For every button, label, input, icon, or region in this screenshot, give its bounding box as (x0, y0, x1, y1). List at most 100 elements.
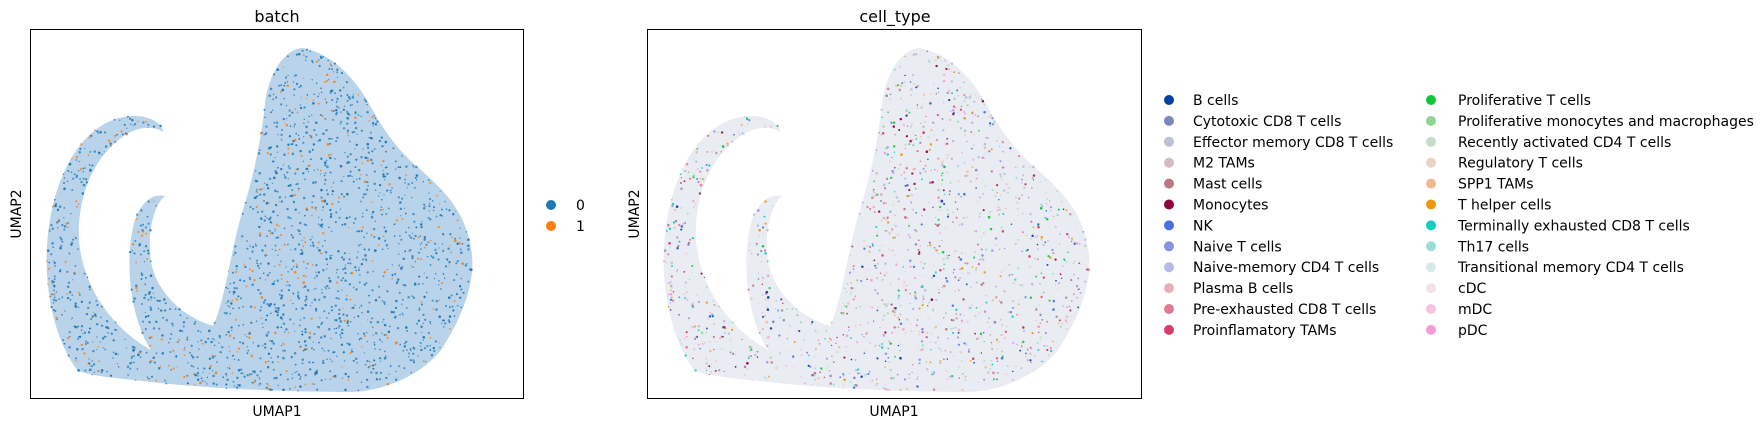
cell-point (336, 68, 339, 71)
cell-point (966, 262, 969, 265)
cell-point (955, 308, 958, 311)
cell-point (870, 380, 873, 384)
cell-point (318, 249, 321, 252)
cell-point (366, 359, 369, 363)
cell-point (1008, 264, 1010, 266)
cell-point (331, 193, 334, 196)
cell-point (405, 326, 408, 329)
cell-point (875, 171, 879, 175)
cell-point (961, 388, 964, 392)
cell-point (302, 160, 305, 162)
cell-point (354, 148, 356, 150)
cell-point (923, 347, 925, 350)
cell-point (298, 221, 302, 225)
cell-point (328, 279, 332, 283)
cell-point (1062, 305, 1065, 307)
cell-point (904, 243, 906, 246)
cell-point (352, 306, 355, 309)
cell-point (317, 223, 320, 226)
cell-point (942, 73, 946, 77)
cell-point (320, 196, 323, 199)
cell-point (295, 53, 298, 56)
cell-point (146, 258, 149, 261)
cell-point (1044, 216, 1047, 219)
cell-point (90, 365, 92, 367)
cell-point (209, 364, 212, 368)
cell-point (881, 299, 884, 302)
cell-point (959, 86, 962, 89)
cell-point (211, 356, 215, 359)
cell-point (314, 181, 317, 184)
cell-point (320, 379, 323, 382)
cell-point (288, 167, 291, 170)
cell-point (299, 107, 302, 109)
cell-point (464, 264, 468, 267)
cell-point (957, 279, 960, 282)
cell-point (319, 113, 322, 117)
cell-point (980, 335, 983, 337)
cell-point (363, 236, 365, 239)
cell-point (1055, 247, 1057, 249)
cell-point (904, 74, 906, 77)
cell-point (233, 385, 236, 387)
cell-point (385, 189, 389, 192)
cell-point (334, 304, 337, 307)
cell-point (415, 226, 418, 229)
cell-point (92, 341, 94, 343)
cell-point (266, 235, 268, 237)
cell-point (335, 332, 338, 334)
cell-point (909, 139, 912, 143)
cell-point (287, 74, 289, 77)
cell-point (880, 193, 883, 196)
cell-point (357, 94, 359, 96)
cell-point (672, 291, 675, 293)
cell-point (303, 106, 306, 109)
cell-point (58, 270, 62, 273)
cell-point (363, 335, 366, 337)
cell-point (369, 136, 373, 140)
cell-point (230, 302, 233, 305)
cell-point (765, 320, 768, 324)
cell-point (77, 325, 80, 328)
cell-point (271, 248, 273, 250)
cell-point (330, 305, 333, 309)
cell-point (879, 326, 881, 329)
cell-point (336, 281, 339, 284)
cell-point (382, 169, 384, 172)
cell-point (226, 375, 228, 377)
cell-point (129, 362, 132, 365)
cell-point (343, 105, 346, 108)
cell-point (284, 176, 287, 179)
cell-point (447, 247, 450, 250)
cell-point (903, 207, 906, 211)
cell-point (917, 345, 919, 347)
cell-point (727, 332, 730, 335)
cell-point (410, 371, 413, 374)
cell-point (1039, 313, 1042, 317)
cell-point (449, 233, 452, 236)
cell-point (152, 125, 156, 128)
cell-point (77, 335, 80, 338)
cell-point (143, 261, 146, 263)
cell-point (954, 201, 957, 203)
cell-point (360, 381, 363, 383)
cell-point (435, 308, 438, 311)
cell-point (350, 350, 353, 353)
cell-point (97, 345, 100, 348)
cell-point (114, 352, 118, 356)
cell-point (919, 245, 922, 248)
cell-point (330, 109, 334, 112)
cell-point (1060, 277, 1063, 280)
cell-point (372, 210, 375, 214)
cell-point (952, 327, 955, 330)
cell-point (328, 287, 330, 289)
cell-point (987, 215, 991, 219)
cell-point (270, 111, 272, 114)
cell-point (274, 249, 277, 252)
cell-point (263, 219, 266, 222)
cell-point (913, 111, 916, 114)
cell-point (72, 177, 75, 180)
cell-point (949, 182, 952, 184)
cell-point (905, 109, 908, 112)
cell-point (60, 238, 63, 241)
